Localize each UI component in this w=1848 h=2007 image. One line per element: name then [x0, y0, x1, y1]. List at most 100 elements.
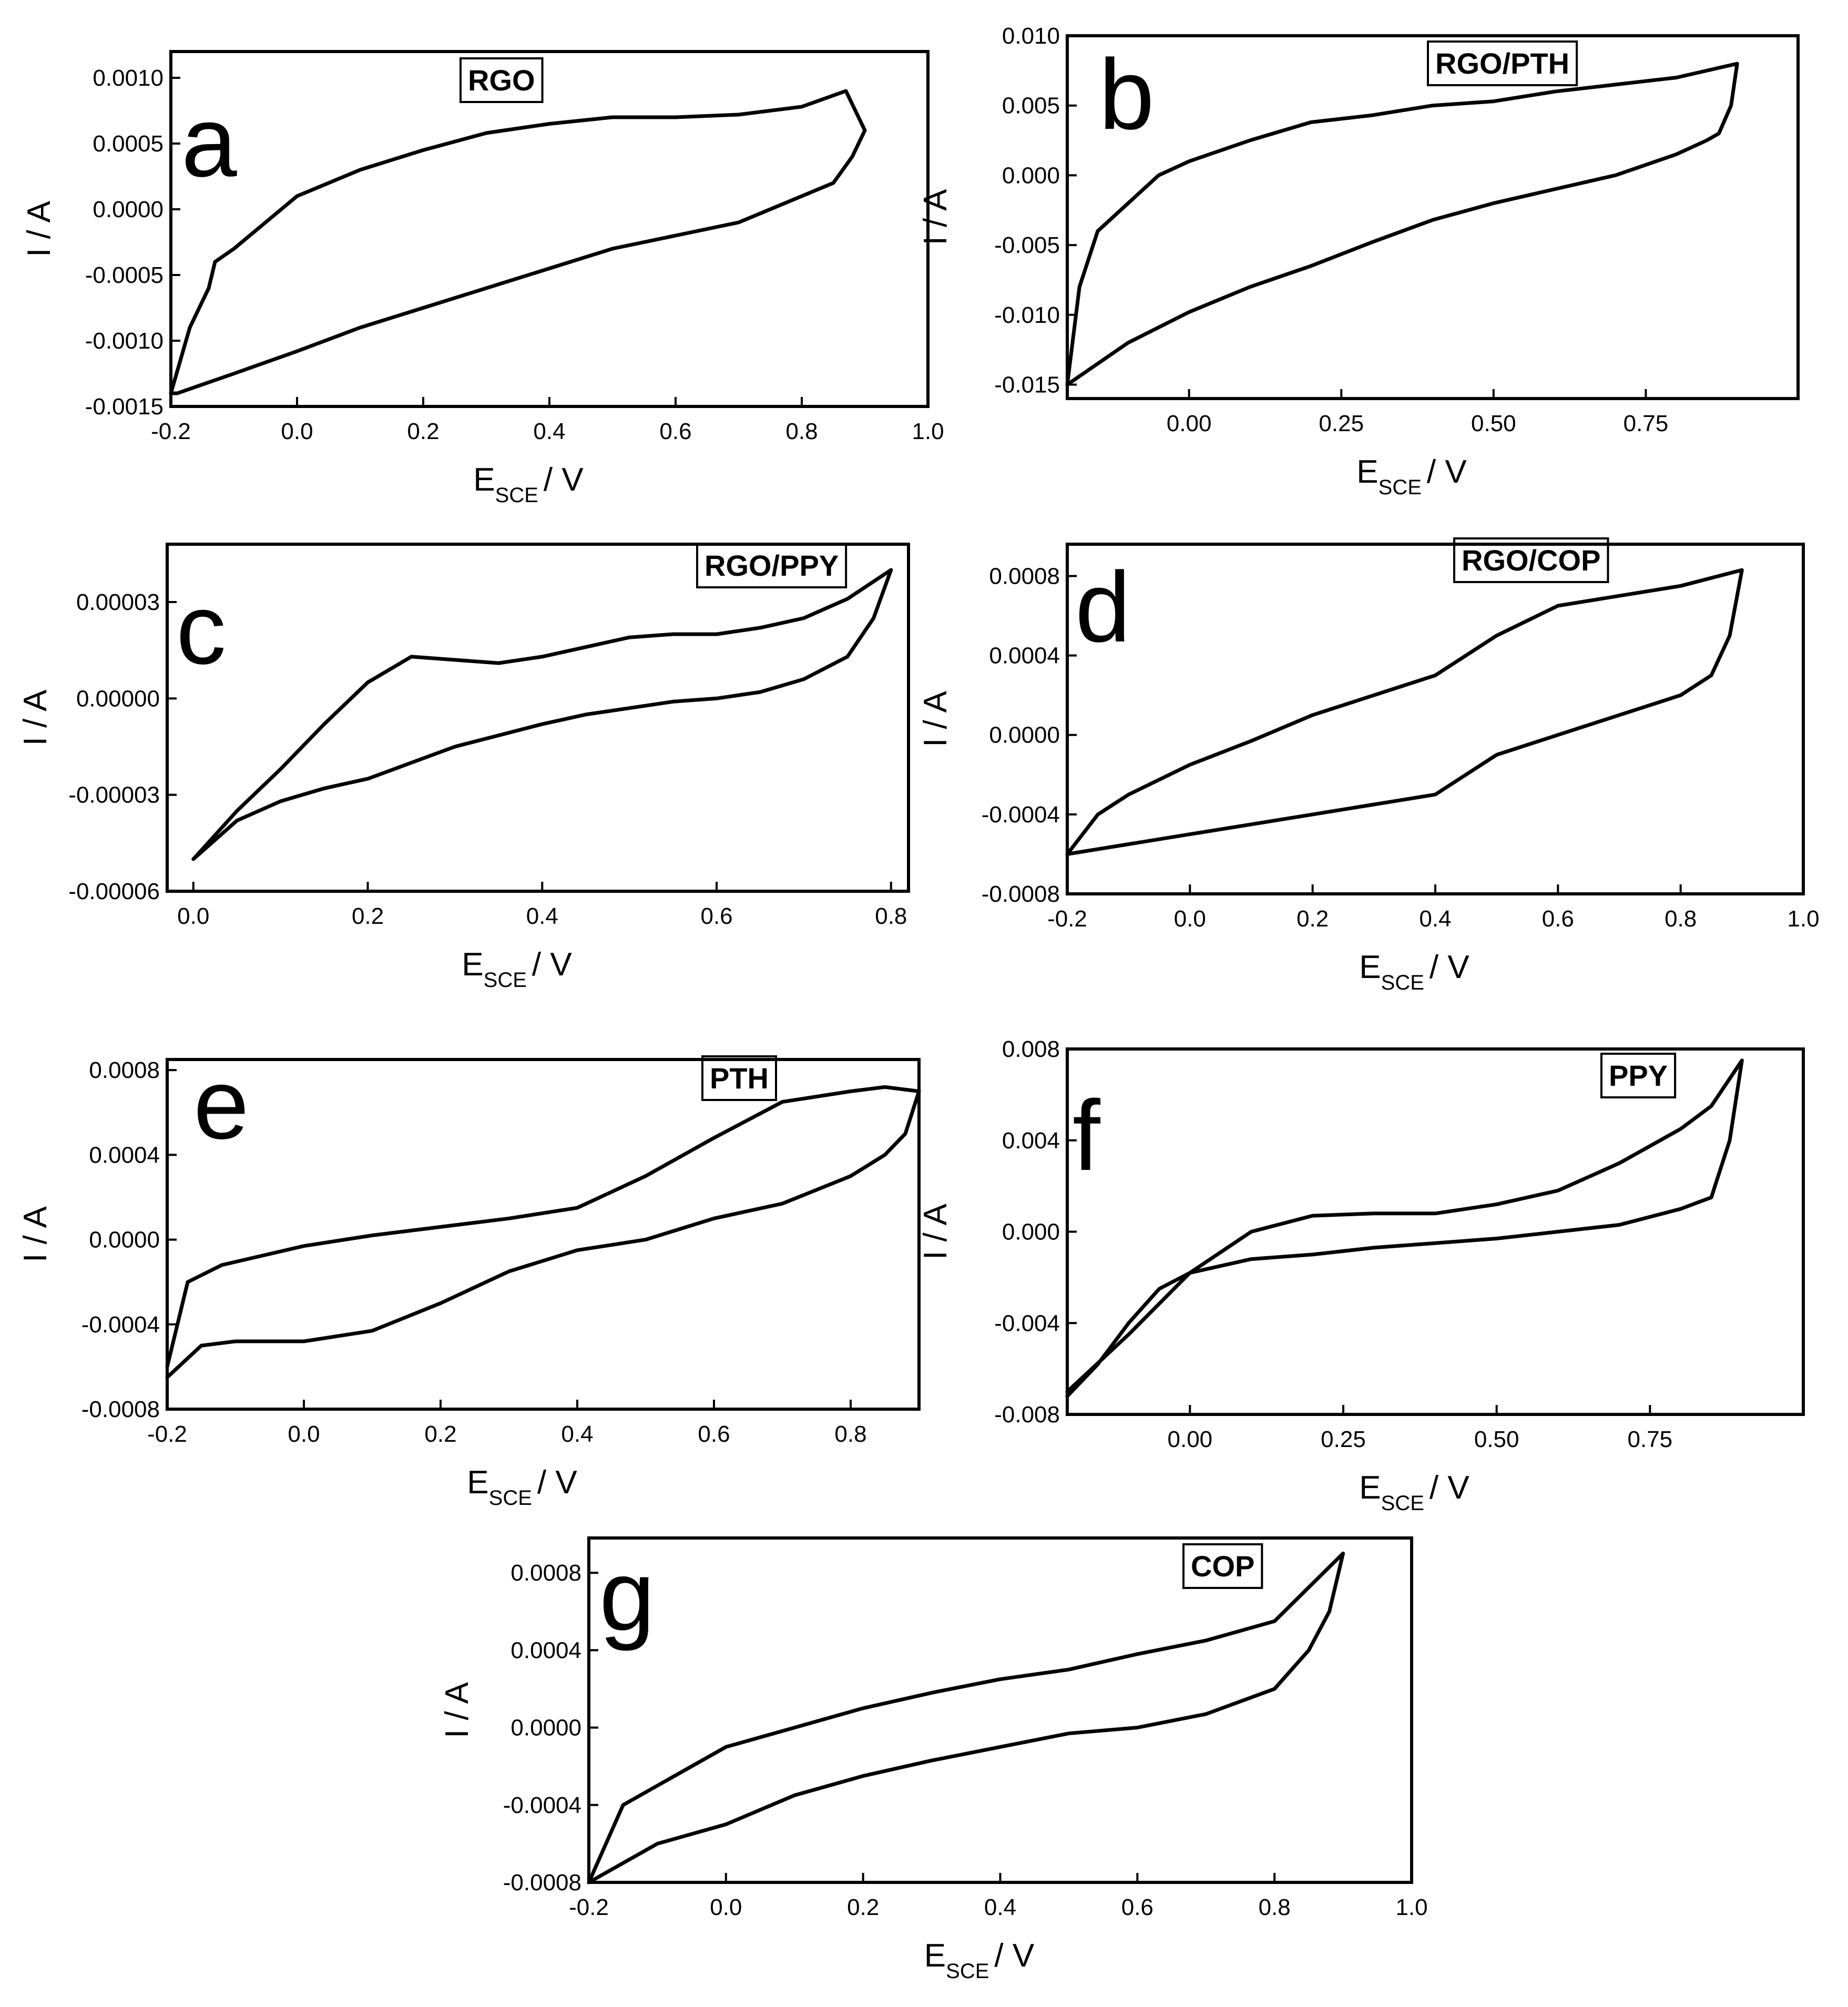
- x-axis-label: ESCE / V: [462, 946, 572, 992]
- panel-a: -0.2 0.0 0.2 0.4 0.6 0.8 1.0 -0.0015 -0.0010 -0.0…: [21, 50, 944, 507]
- y-tick-label: 0.0004: [511, 1637, 581, 1663]
- plot-frame: [169, 50, 930, 408]
- y-tick-label: -0.0004: [81, 1312, 160, 1338]
- panel-d: -0.2 0.0 0.2 0.4 0.6 0.8 1.0 -0.0008 -0.0004 0.00…: [917, 537, 1820, 994]
- x-axis-label: ESCE / V: [1359, 949, 1469, 994]
- x-tick-label: 0.6: [1121, 1894, 1153, 1920]
- x-tick-label: -0.2: [1047, 906, 1087, 932]
- y-axis-label: I / A: [917, 189, 954, 245]
- panel-letter: f: [1073, 1080, 1101, 1191]
- x-tick-label: 0.00: [1168, 1427, 1213, 1452]
- y-tick-label: 0.005: [1002, 93, 1060, 119]
- x-tick-label: 0.8: [1259, 1894, 1291, 1920]
- y-tick-label: 0.0000: [93, 197, 164, 222]
- x-tick-label: 1.0: [1787, 906, 1819, 932]
- x-axis-label: ESCE / V: [467, 1464, 577, 1510]
- cv-curve-b: [1065, 62, 1739, 386]
- y-tick-label: 0.000: [1002, 1219, 1060, 1245]
- x-tick-label: 0.2: [424, 1421, 456, 1447]
- panel-letter: g: [599, 1540, 655, 1652]
- panel-letter: e: [193, 1048, 249, 1160]
- panel-letter: c: [176, 574, 226, 685]
- x-tick-label: -0.2: [151, 419, 191, 444]
- x-tick-label: 0.75: [1624, 411, 1669, 436]
- y-tick-label: -0.004: [994, 1310, 1060, 1336]
- y-tick-label: -0.00003: [68, 782, 160, 808]
- y-tick-label: 0.004: [1002, 1128, 1060, 1154]
- legend-box: [1182, 1543, 1263, 1589]
- y-tick-label: -0.0008: [81, 1397, 160, 1422]
- legend-box: [1600, 1053, 1677, 1098]
- y-tick-label: -0.010: [994, 302, 1060, 328]
- panel-c: 0.0 0.2 0.4 0.6 0.8 -0.00006 -0.00003 0.00000 0.…: [17, 543, 910, 992]
- cv-curve-g: [587, 1551, 1345, 1884]
- x-tick-label: 0.00: [1167, 411, 1212, 436]
- cv-curve-a: [169, 89, 867, 395]
- x-tick-label: 0.8: [785, 419, 818, 444]
- y-tick-label: 0.0004: [989, 643, 1060, 669]
- plot-frame: [166, 1058, 921, 1411]
- y-tick-label: 0.010: [1002, 23, 1060, 49]
- y-tick-label: 0.0000: [989, 722, 1060, 748]
- y-tick-label: -0.0010: [85, 328, 164, 354]
- x-tick-label: 0.4: [1419, 906, 1451, 932]
- legend-label: RGO: [468, 64, 535, 97]
- legend-box: [696, 543, 848, 588]
- x-tick-label: 0.50: [1474, 1427, 1519, 1452]
- plot-frame: [166, 543, 910, 893]
- y-tick-label: 0.0005: [93, 131, 164, 157]
- x-tick-label: 0.8: [875, 903, 907, 929]
- y-tick-label: 0.000: [1002, 162, 1060, 188]
- y-tick-label: 0.0008: [989, 563, 1060, 589]
- y-tick-label: 0.0008: [89, 1057, 160, 1083]
- x-axis-label: ESCE / V: [1359, 1470, 1469, 1515]
- x-tick-label: 0.0: [177, 903, 209, 929]
- x-tick-label: 0.25: [1321, 1427, 1366, 1452]
- x-tick-label: 0.2: [352, 903, 384, 929]
- panel-f: 0.00 0.25 0.50 0.75 -0.008 -0.004 0.000 0.004 0.…: [917, 1036, 1805, 1515]
- y-tick-label: -0.005: [994, 232, 1060, 258]
- panel-g: -0.2 0.0 0.2 0.4 0.6 0.8 1.0 -0.0008 -0.0004 0.00…: [439, 1536, 1428, 1983]
- legend-label: PPY: [1609, 1059, 1668, 1092]
- cv-curve-c: [191, 568, 893, 861]
- plot-frame: [1066, 34, 1800, 400]
- y-axis-label: I / A: [17, 1206, 54, 1262]
- y-tick-label: 0.00003: [76, 589, 160, 615]
- cv-curve-f: [1065, 1058, 1744, 1398]
- x-tick-label: -0.2: [569, 1894, 609, 1920]
- y-tick-label: -0.00006: [68, 879, 160, 904]
- y-tick-label: 0.0000: [511, 1715, 581, 1741]
- panel-e: -0.2 0.0 0.2 0.4 0.6 0.8 -0.0008 -0.0004 0.0000 0…: [17, 1048, 921, 1510]
- x-tick-label: 0.0: [281, 419, 313, 444]
- y-tick-label: -0.0008: [503, 1870, 581, 1896]
- y-tick-label: 0.0008: [511, 1560, 581, 1586]
- legend-label: RGO/PPY: [705, 549, 839, 582]
- y-tick-label: 0.0000: [89, 1227, 160, 1253]
- legend-label: RGO/COP: [1462, 544, 1600, 577]
- y-axis-label: I / A: [17, 689, 54, 746]
- y-tick-label: 0.00000: [76, 686, 160, 711]
- y-tick-label: -0.0005: [85, 262, 164, 288]
- y-tick-label: -0.0004: [503, 1792, 581, 1818]
- x-tick-label: 0.8: [834, 1421, 866, 1447]
- y-tick-label: 0.0004: [89, 1142, 160, 1168]
- panel-b: 0.00 0.25 0.50 0.75 -0.015 -0.010 -0.005 0.000 0…: [917, 23, 1800, 499]
- legend-label: PTH: [710, 1062, 769, 1095]
- x-tick-label: 0.4: [526, 903, 558, 929]
- x-axis-label: ESCE / V: [1356, 454, 1467, 499]
- panel-letter: a: [181, 86, 237, 198]
- y-tick-label: 0.008: [1002, 1036, 1060, 1062]
- y-tick-label: -0.008: [994, 1402, 1060, 1428]
- x-tick-label: 0.50: [1471, 411, 1516, 436]
- x-tick-label: 0.4: [984, 1894, 1016, 1920]
- x-tick-label: 0.6: [659, 419, 691, 444]
- panel-letter: d: [1075, 552, 1131, 663]
- legend-label: RGO/PTH: [1435, 47, 1569, 80]
- legend-box: [1427, 40, 1578, 86]
- cv-curve-d: [1065, 568, 1744, 856]
- x-tick-label: 0.6: [1542, 906, 1574, 932]
- x-tick-label: 0.2: [1296, 906, 1329, 932]
- x-tick-label: 0.25: [1319, 411, 1364, 436]
- x-axis-label: ESCE / V: [473, 462, 584, 507]
